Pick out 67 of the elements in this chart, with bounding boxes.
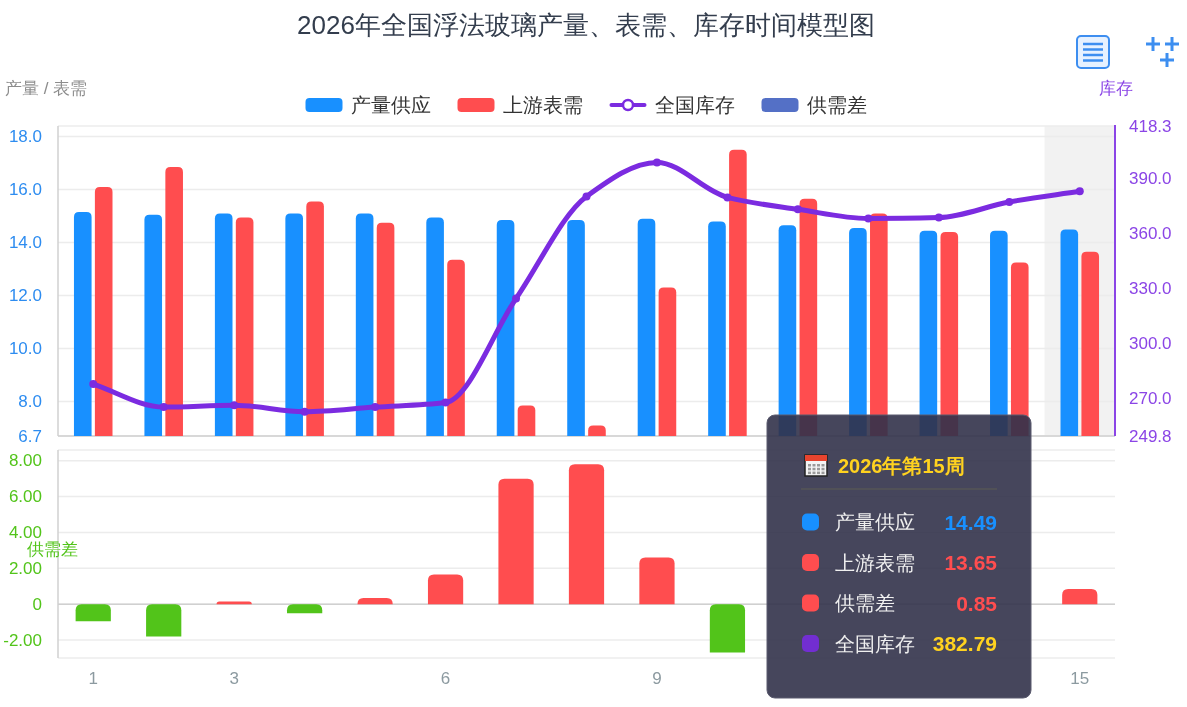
y2-tick-label: 249.8 [1129,426,1172,446]
y-tick-label: 10.0 [8,339,42,359]
point [793,205,802,214]
y-tick-label: 16.0 [8,180,42,200]
bar [427,574,464,605]
point [1075,187,1084,196]
point [159,403,168,412]
y2-tick-label: 330.0 [1129,278,1172,298]
x-tick-label: 6 [440,668,451,688]
x-tick-label: 1 [88,668,98,688]
legend-label: 产量供应 [350,94,431,116]
point [934,213,943,222]
point [371,403,380,412]
y-axis-title: 供需差 [27,539,78,559]
y2-tick-label: 390.0 [1129,168,1172,188]
annotation: 供需差 [835,592,895,614]
y-tick-label: -2.00 [3,630,42,650]
point [300,407,309,416]
point [582,192,591,201]
y-tick-label: 8.00 [8,451,42,471]
x-tick-label: 9 [652,668,662,688]
legend-label: 供需差 [806,94,867,116]
bar [287,604,323,614]
point [512,294,521,303]
bar [568,464,605,605]
annotation: 382.79 [932,632,997,655]
point [864,214,873,223]
y2-tick-label: 418.3 [1129,116,1172,136]
point [1005,197,1014,206]
annotation: 14.49 [944,510,997,534]
y-tick-label: 6.7 [18,426,42,446]
annotation: 2026年第15周 [838,455,965,477]
bar [709,604,746,653]
y-tick-label: 18.0 [8,127,42,147]
annotation: 0.85 [956,591,998,615]
y2-axis-title: 库存 [1099,78,1133,98]
y2-tick-label: 360.0 [1129,223,1172,243]
bar [146,604,182,637]
bar [1062,588,1098,605]
bar [75,604,111,622]
point [723,193,732,202]
x-tick-label: 3 [229,668,239,688]
y2-tick-label: 270.0 [1129,389,1172,409]
point [89,380,98,389]
chart-title: 2026年全国浮法玻璃产量、表需、库存时间模型图 [297,10,875,40]
y-tick-label: 0 [32,594,42,614]
bar [498,478,534,605]
point [652,158,661,167]
y2-tick-label: 300.0 [1129,334,1172,354]
y-tick-label: 12.0 [8,286,42,306]
y-axis-title: 产量 / 表需 [5,78,88,98]
legend-label: 全国库存 [654,94,735,116]
x-tick-label: 15 [1070,668,1090,688]
y-tick-label: 8.0 [18,392,42,412]
y-tick-label: 6.00 [8,487,42,507]
bar [357,597,393,605]
bar [639,557,675,605]
annotation: 上游表需 [835,551,915,574]
y-tick-label: 14.0 [8,233,42,253]
annotation: 全国库存 [835,632,915,655]
annotation: 13.65 [944,551,998,574]
y-tick-label: 4.00 [8,522,42,542]
point [441,398,450,407]
annotation: 产量供应 [835,511,915,533]
point [230,401,239,410]
legend-label: 上游表需 [502,94,583,116]
y-tick-label: 2.00 [8,558,42,578]
